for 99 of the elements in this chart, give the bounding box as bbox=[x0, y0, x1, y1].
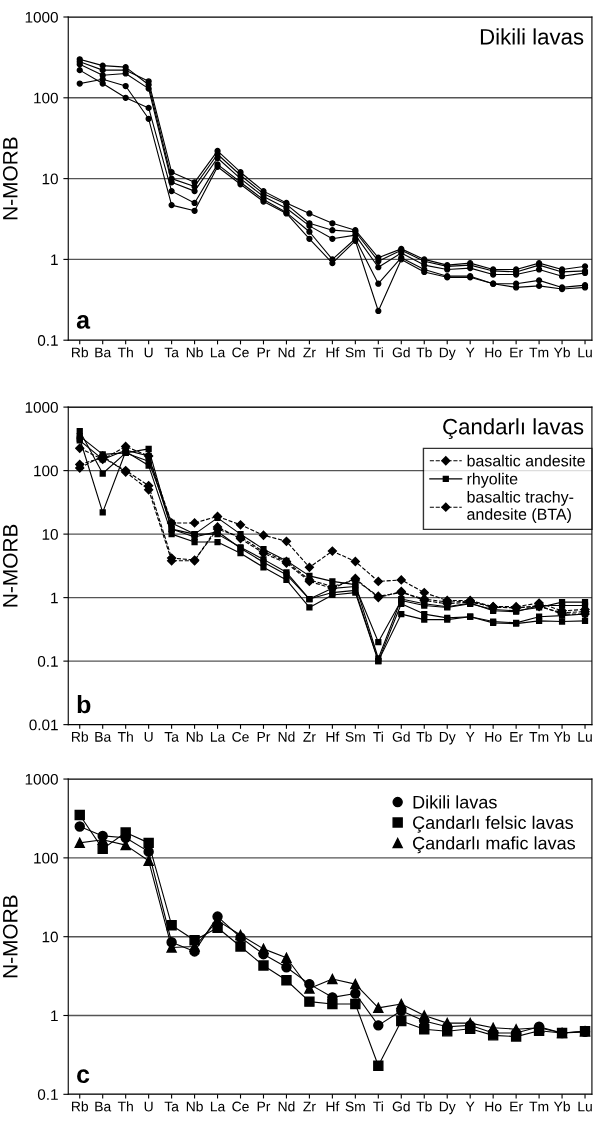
x-tick-label: Ho bbox=[485, 1101, 502, 1112]
x-tick-label: Hf bbox=[326, 1101, 340, 1112]
annotation: a bbox=[76, 315, 91, 329]
x-tick-label: Y bbox=[465, 732, 475, 742]
x-tick-label: Tb bbox=[416, 1101, 432, 1112]
x-tick-label: Er bbox=[510, 732, 523, 742]
legend-label: Çandarlı mafic lavas bbox=[413, 836, 576, 854]
x-tick-label: Sm bbox=[345, 347, 365, 358]
y-tick-label: 1000 bbox=[25, 11, 58, 23]
y-tick-label: 1000 bbox=[25, 401, 58, 413]
x-tick-label: Ta bbox=[164, 1101, 179, 1112]
x-tick-label: Tm bbox=[529, 347, 549, 358]
chart-title: Çandarlı lavas bbox=[443, 418, 584, 440]
x-tick-label: Ta bbox=[164, 732, 179, 742]
x-tick-label: Th bbox=[117, 1101, 133, 1112]
x-tick-label: Y bbox=[465, 1101, 475, 1112]
x-tick-label: Yb bbox=[553, 1101, 570, 1112]
x-tick-label: Ti bbox=[373, 1101, 383, 1112]
y-axis-title: N-MORB bbox=[2, 524, 18, 607]
x-tick-label: Lu bbox=[578, 732, 592, 742]
x-tick-label: Y bbox=[465, 347, 475, 358]
y-tick-label: 1 bbox=[51, 592, 58, 604]
x-tick-label: Er bbox=[510, 347, 523, 358]
x-tick-label: Pr bbox=[257, 732, 271, 742]
x-tick-label: Nb bbox=[186, 347, 203, 358]
x-tick-label: Nb bbox=[186, 731, 203, 742]
x-tick-label: U bbox=[144, 1101, 153, 1112]
x-tick-label: Rb bbox=[72, 1101, 89, 1112]
x-tick-label: Zr bbox=[303, 347, 316, 358]
x-tick-label: Dy bbox=[439, 1101, 456, 1115]
x-tick-label: Zr bbox=[303, 732, 316, 742]
x-tick-label: Tm bbox=[529, 732, 549, 742]
x-tick-label: Th bbox=[117, 731, 133, 742]
x-tick-label: Ho bbox=[485, 732, 502, 742]
x-tick-label: U bbox=[144, 732, 153, 742]
x-tick-label: Nd bbox=[278, 731, 295, 742]
x-tick-label: Pr bbox=[257, 1101, 271, 1112]
x-tick-label: Ba bbox=[95, 1101, 112, 1112]
x-tick-label: Gd bbox=[392, 1101, 410, 1112]
legend-label: basaltic andesite bbox=[467, 454, 585, 467]
y-tick-label: 0.1 bbox=[37, 655, 58, 667]
legend-label: Çandarlı felsic lavas bbox=[413, 815, 574, 833]
x-tick-label: Rb bbox=[72, 347, 89, 358]
x-tick-label: Ba bbox=[95, 347, 112, 358]
x-tick-label: Tb bbox=[416, 731, 432, 742]
x-tick-label: U bbox=[144, 347, 153, 358]
x-tick-label: Nd bbox=[278, 347, 295, 358]
x-tick-label: Ba bbox=[95, 732, 112, 742]
y-tick-label: 10 bbox=[42, 528, 58, 540]
x-tick-label: Lu bbox=[578, 347, 592, 358]
x-tick-label: Rb bbox=[72, 731, 89, 742]
x-tick-label: Pr bbox=[257, 347, 271, 358]
x-tick-label: Lu bbox=[578, 1101, 592, 1112]
x-tick-label: La bbox=[210, 732, 226, 742]
y-tick-label: 100 bbox=[34, 465, 58, 477]
legend-label: basaltic trachy- andesite (BTA) bbox=[467, 490, 574, 524]
x-tick-label: Zr bbox=[303, 1101, 316, 1112]
x-tick-label: Ta bbox=[164, 347, 179, 358]
x-tick-label: Ho bbox=[485, 347, 502, 358]
x-tick-label: Ti bbox=[373, 347, 383, 358]
y-tick-label: 10 bbox=[42, 173, 58, 185]
y-tick-label: 0.1 bbox=[37, 335, 58, 346]
annotation: c bbox=[77, 1069, 90, 1084]
x-tick-label: Dy bbox=[439, 347, 456, 361]
x-tick-label: Th bbox=[117, 347, 133, 358]
x-tick-label: Gd bbox=[392, 347, 410, 358]
x-tick-label: Dy bbox=[439, 732, 456, 745]
x-tick-label: Sm bbox=[345, 731, 365, 742]
x-tick-label: Nd bbox=[278, 1101, 295, 1112]
x-tick-label: Ti bbox=[373, 731, 383, 742]
x-tick-label: La bbox=[210, 347, 226, 358]
y-tick-label: 1000 bbox=[25, 773, 58, 785]
x-tick-label: Tb bbox=[416, 347, 432, 358]
y-tick-label: 10 bbox=[42, 931, 58, 943]
y-tick-label: 100 bbox=[34, 92, 58, 104]
y-tick-label: 1 bbox=[51, 254, 58, 265]
y-tick-label: 100 bbox=[34, 852, 58, 864]
chart-title: Dikili lavas bbox=[480, 28, 584, 45]
y-tick-label: 0.1 bbox=[37, 1089, 58, 1100]
y-axis-title: N-MORB bbox=[2, 137, 18, 220]
annotation: b bbox=[77, 694, 91, 714]
legend-label: rhyolite bbox=[467, 472, 518, 488]
x-tick-label: Sm bbox=[345, 1101, 365, 1112]
x-tick-label: Er bbox=[510, 1101, 523, 1112]
x-tick-label: Ce bbox=[232, 1101, 249, 1112]
x-tick-label: Ce bbox=[232, 731, 249, 742]
x-tick-label: Tm bbox=[529, 1101, 549, 1112]
y-tick-label: 0.01 bbox=[29, 719, 58, 731]
x-tick-label: Yb bbox=[553, 347, 570, 358]
x-tick-label: Yb bbox=[553, 731, 570, 742]
x-tick-label: Nb bbox=[186, 1101, 203, 1112]
y-axis-title: N-MORB bbox=[2, 895, 18, 978]
x-tick-label: Hf bbox=[326, 731, 340, 742]
x-tick-label: Hf bbox=[326, 347, 340, 358]
legend-label: Dikili lavas bbox=[413, 795, 497, 809]
y-tick-label: 1 bbox=[51, 1010, 58, 1022]
x-tick-label: Gd bbox=[392, 731, 410, 742]
x-tick-label: Ce bbox=[232, 347, 249, 358]
x-tick-label: La bbox=[210, 1101, 226, 1112]
